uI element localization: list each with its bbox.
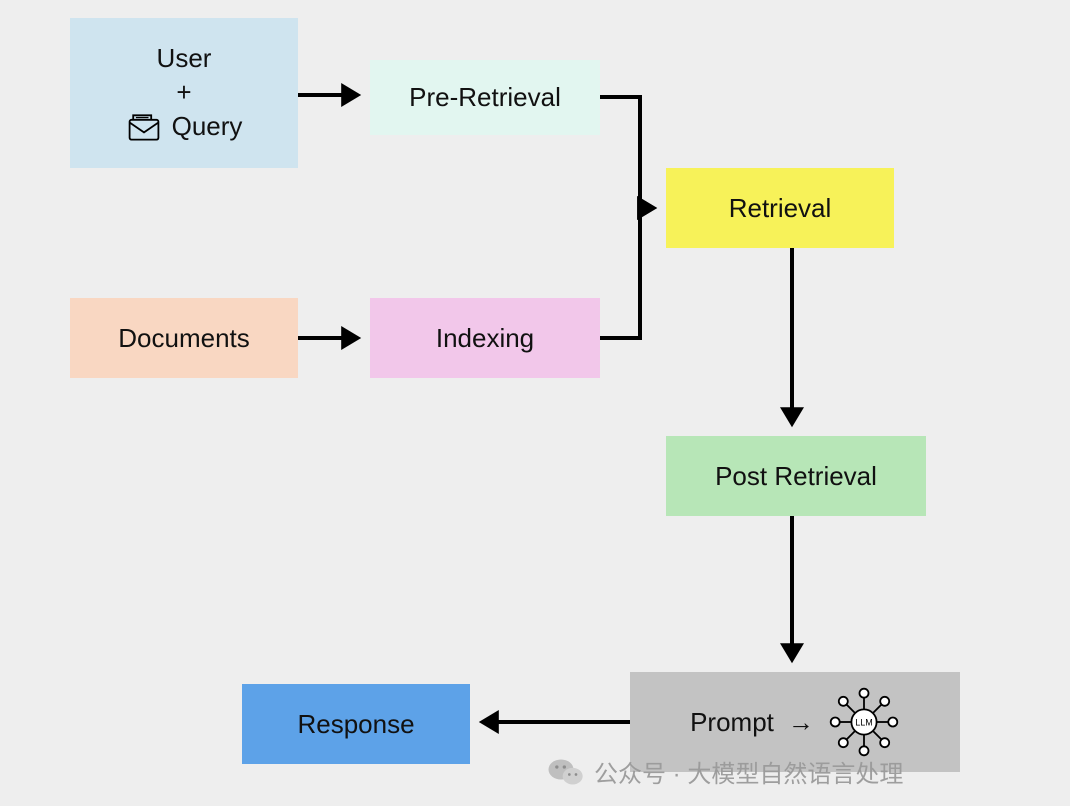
node-post-retrieval: Post Retrieval: [666, 436, 926, 516]
edge-indexing-retrieval: [600, 208, 654, 338]
prompt-arrow-glyph: →: [788, 707, 814, 738]
edge-pre_retrieval-retrieval: [600, 97, 654, 208]
node-response: Response: [242, 684, 470, 764]
mail-icon: [126, 112, 162, 142]
node-pre-retrieval: Pre-Retrieval: [370, 60, 600, 135]
user-line-3: Query: [172, 110, 243, 144]
indexing-label: Indexing: [436, 323, 534, 354]
node-indexing: Indexing: [370, 298, 600, 378]
llm-text: LLM: [855, 718, 873, 728]
node-documents: Documents: [70, 298, 298, 378]
node-retrieval: Retrieval: [666, 168, 894, 248]
watermark-text: 公众号 · 大模型自然语言处理: [594, 754, 903, 789]
watermark: 公众号 · 大模型自然语言处理: [546, 754, 903, 789]
wechat-icon: [546, 755, 586, 789]
diagram-canvas: User + Query Pre-Retrieval Documents Ind…: [0, 0, 1070, 806]
node-user-query: User + Query: [70, 18, 298, 168]
llm-network-icon: LLM: [828, 686, 900, 758]
user-line-1: User: [157, 42, 212, 76]
prompt-label: Prompt: [690, 707, 774, 738]
pre-retrieval-label: Pre-Retrieval: [409, 82, 561, 113]
documents-label: Documents: [118, 323, 250, 354]
post-retrieval-label: Post Retrieval: [715, 461, 877, 492]
user-line-2: +: [176, 76, 191, 110]
retrieval-label: Retrieval: [729, 193, 832, 224]
response-label: Response: [297, 709, 414, 740]
